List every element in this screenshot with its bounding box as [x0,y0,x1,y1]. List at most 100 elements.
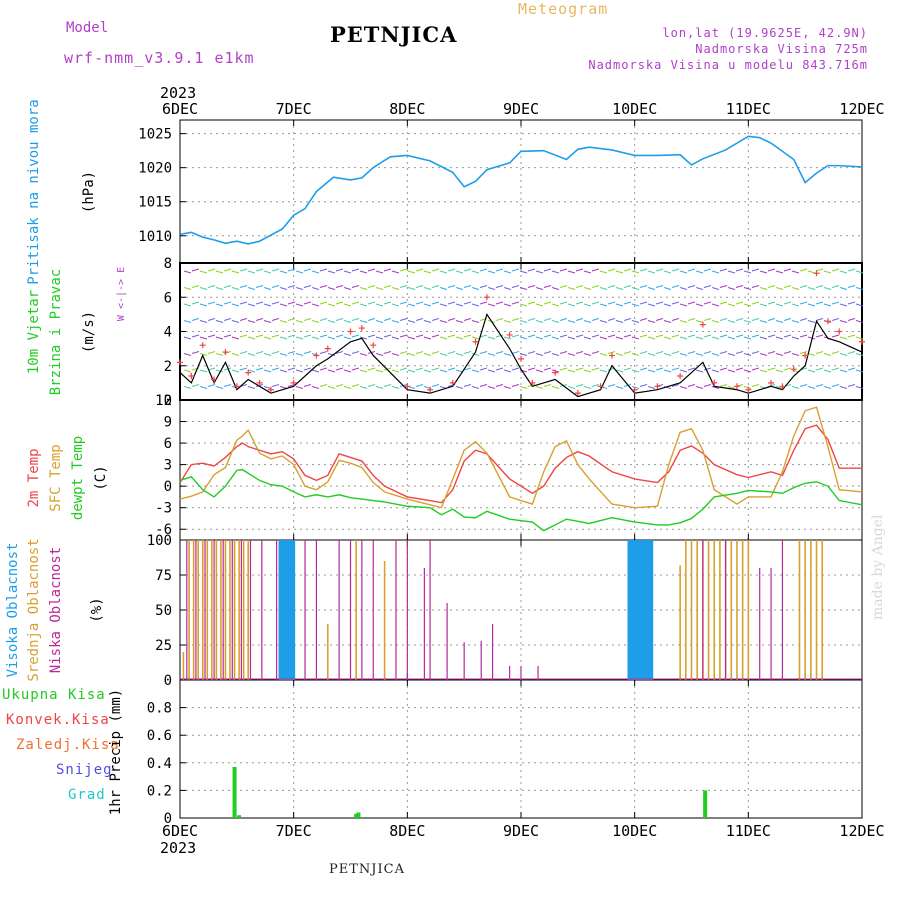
wind-arrow [855,369,864,373]
wind-arrow [839,270,848,274]
wind-arrow [559,334,568,338]
wind-arrow [231,303,240,307]
wind-arrow [591,367,600,371]
wind-arrow [631,369,640,373]
wind-gust-point [518,355,524,362]
wind-arrow [767,334,776,338]
wind-arrow [231,336,240,340]
wind-arrow [359,369,368,373]
wind-arrow [727,369,736,373]
wind-arrow [431,268,440,272]
wind-arrow [815,285,824,288]
model-altitude-label: Nadmorska Visina u modelu 843.716m [588,58,868,72]
wind-arrow [647,320,656,323]
wind-arrow [431,384,440,387]
wind-arrow [295,353,304,356]
wind-arrow [279,270,288,274]
wind-arrow [615,287,624,290]
wind-arrow [815,318,824,321]
wind-arrow [495,268,504,272]
wind-gust-point [802,352,809,359]
wind-arrow [207,285,216,288]
wind-arrow [455,270,464,274]
wind-arrow [191,268,200,272]
wind-arrow [191,384,200,387]
wind-arrow [831,285,840,288]
wind-arrow [783,334,792,338]
wind-arrow [543,351,552,354]
wind-arrow [439,336,448,340]
wind-arrow [543,384,552,387]
wind-arrow [623,384,632,387]
wind-arrow [279,287,288,290]
y-tick-label: 12 [155,393,172,409]
wind-arrow [639,334,648,338]
wind-arrow [623,285,632,288]
wind-arrow [447,268,456,272]
y-tick-label: -6 [155,522,172,538]
wind-arrow [599,303,608,307]
wind-arrow [567,303,576,307]
wind-arrow [735,268,744,272]
wind-arrow [415,384,424,387]
wind-arrow [679,353,688,356]
wind-arrow [351,318,360,321]
wind-arrow [223,301,232,305]
wind-arrow [559,367,568,371]
wind-arrow [255,285,264,288]
pressure-unit-label: (hPa) [81,171,97,213]
wind-arrow [439,320,448,323]
wind-arrow [799,351,808,354]
wind-arrow [511,285,520,288]
wind-arrow [335,367,344,371]
wind-arrow [639,367,648,371]
wind-arrow [831,367,840,371]
wind-arrow [751,285,760,288]
wind-arrow [703,367,712,371]
wind-arrow [535,287,544,290]
wind-arrow [671,301,680,305]
wind-arrow [599,270,608,274]
y-tick-label: 2 [164,359,172,375]
wind-arrow [767,367,776,371]
wind-arrow [623,334,632,338]
wind-arrow [511,334,520,338]
wind-arrow [671,384,680,387]
wind-arrow [831,384,840,387]
wind-arrow [791,386,800,389]
wind-arrow [375,320,384,323]
wind-arrow [495,351,504,354]
wind-arrow [783,351,792,354]
wind-gust-point [449,379,456,386]
wind-arrow [551,336,560,340]
wind-arrow [247,287,256,290]
wind-arrow [199,303,208,307]
x-tick-label-top: 10DEC [612,100,657,118]
wind-arrow [503,369,512,373]
wind-arrow [695,287,704,290]
wind-arrow [679,287,688,290]
wind-arrow [727,336,736,340]
wind-arrow [623,351,632,354]
wind-arrow [247,353,256,356]
wind-arrow [231,353,240,356]
wind-arrow [551,270,560,274]
wind-arrow [215,303,224,307]
wind-gust-point [574,390,581,397]
wind-arrow [639,384,648,387]
wind-arrow [327,386,336,389]
wind-arrow [847,351,856,354]
wind-arrow [791,287,800,290]
wind-arrow [727,386,736,389]
wind-arrow [695,320,704,323]
wind-arrow [655,301,664,305]
wind-arrow [855,386,864,389]
wind-arrow [207,384,216,387]
wind-arrow [455,287,464,290]
wind-gust-point [404,383,411,390]
wind-arrow [711,336,720,340]
wind-arrow [335,384,344,387]
wind-gust-point [836,328,843,335]
wind-arrow [583,320,592,323]
wind-arrow [295,270,304,274]
